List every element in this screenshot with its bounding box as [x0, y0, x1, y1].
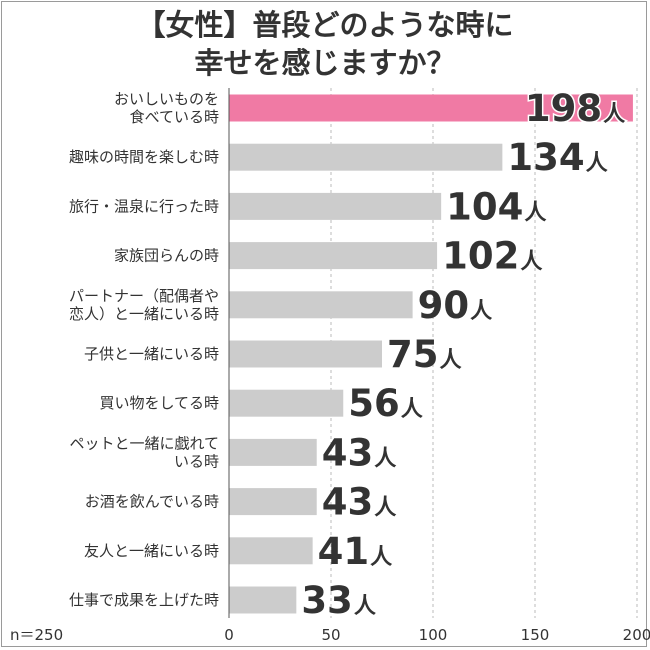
- value-unit-9: 人: [374, 496, 396, 521]
- category-label-6: 子供と一緒にいる時: [84, 345, 219, 363]
- value-label-6: 75人: [387, 333, 462, 376]
- title-line-1: 【女性】普段どのような時に: [136, 8, 514, 42]
- value-unit-8: 人: [374, 446, 396, 471]
- category-label-9: お酒を飲んでいる時: [85, 493, 219, 511]
- value-label-11: 33人: [301, 579, 376, 622]
- bars: [229, 94, 633, 614]
- bar-4: [229, 242, 438, 270]
- category-label-11: 仕事で成果を上げた時: [69, 591, 219, 609]
- value-unit-5: 人: [470, 299, 492, 324]
- value-label-8: 43人: [322, 431, 397, 474]
- bar-5: [229, 291, 413, 319]
- value-unit-1: 人: [603, 102, 625, 127]
- value-number-6: 75: [387, 333, 439, 376]
- value-number-2: 134: [507, 136, 584, 179]
- value-label-3: 104人: [446, 185, 546, 228]
- value-unit-10: 人: [370, 545, 392, 570]
- x-tick-label-150: 150: [521, 626, 550, 644]
- value-number-11: 33: [301, 579, 353, 622]
- category-label-5-line-1: パートナー（配偶者や: [69, 287, 219, 305]
- category-label-3: 旅行・温泉に行った時: [69, 197, 219, 215]
- bar-10: [229, 537, 313, 565]
- x-tick-label-0: 0: [224, 626, 234, 644]
- chart-title: 【女性】普段どのような時に 幸せを感じますか？: [0, 6, 650, 82]
- category-label-7: 買い物をしてる時: [99, 394, 219, 412]
- category-labels: おいしいものを食べている時趣味の時間を楽しむ時旅行・温泉に行った時家族団らんの時…: [69, 90, 219, 609]
- value-label-1: 198人: [525, 87, 625, 130]
- value-unit-11: 人: [354, 594, 376, 619]
- value-label-9: 43人: [322, 481, 397, 524]
- value-number-10: 41: [318, 530, 370, 573]
- value-label-4: 102人: [442, 235, 542, 278]
- value-unit-6: 人: [440, 348, 462, 373]
- bar-2: [229, 143, 503, 171]
- value-unit-7: 人: [401, 397, 423, 422]
- category-label-8-line-1: ペットと一緒に戯れて: [69, 434, 219, 452]
- value-label-10: 41人: [318, 530, 393, 573]
- value-unit-3: 人: [524, 200, 546, 225]
- title-line-2: 幸せを感じますか？: [194, 46, 456, 80]
- value-number-5: 90: [418, 284, 470, 327]
- bar-7: [229, 389, 344, 417]
- category-label-2: 趣味の時間を楽しむ時: [69, 148, 219, 166]
- bar-8: [229, 438, 317, 466]
- bar-3: [229, 192, 442, 220]
- category-label-10: 友人と一緒にいる時: [84, 542, 219, 560]
- x-axis: 0 50 100 150 200: [224, 88, 650, 644]
- value-label-5: 90人: [418, 284, 493, 327]
- value-unit-2: 人: [586, 151, 608, 176]
- value-number-7: 56: [348, 382, 400, 425]
- value-label-2: 134人: [507, 136, 607, 179]
- value-number-3: 104: [446, 185, 523, 228]
- bar-1: [229, 94, 633, 122]
- sample-size-note: n＝250: [10, 626, 63, 644]
- x-tick-label-50: 50: [321, 626, 340, 644]
- category-label-8-line-2: いる時: [174, 452, 219, 470]
- value-number-9: 43: [322, 481, 374, 524]
- value-number-8: 43: [322, 431, 374, 474]
- category-label-5-line-2: 恋人）と一緒にいる時: [69, 305, 219, 323]
- bar-6: [229, 340, 382, 368]
- x-tick-label-100: 100: [419, 626, 448, 644]
- value-unit-4: 人: [520, 250, 542, 275]
- bar-11: [229, 586, 297, 614]
- value-number-4: 102: [442, 235, 519, 278]
- value-label-7: 56人: [348, 382, 423, 425]
- category-label-1-line-2: 食べている時: [130, 108, 219, 126]
- category-label-4: 家族団らんの時: [114, 247, 219, 265]
- category-label-1-line-1: おいしいものを: [114, 90, 219, 108]
- value-number-1: 198: [525, 87, 602, 130]
- x-tick-label-200: 200: [623, 626, 650, 644]
- bar-9: [229, 488, 317, 516]
